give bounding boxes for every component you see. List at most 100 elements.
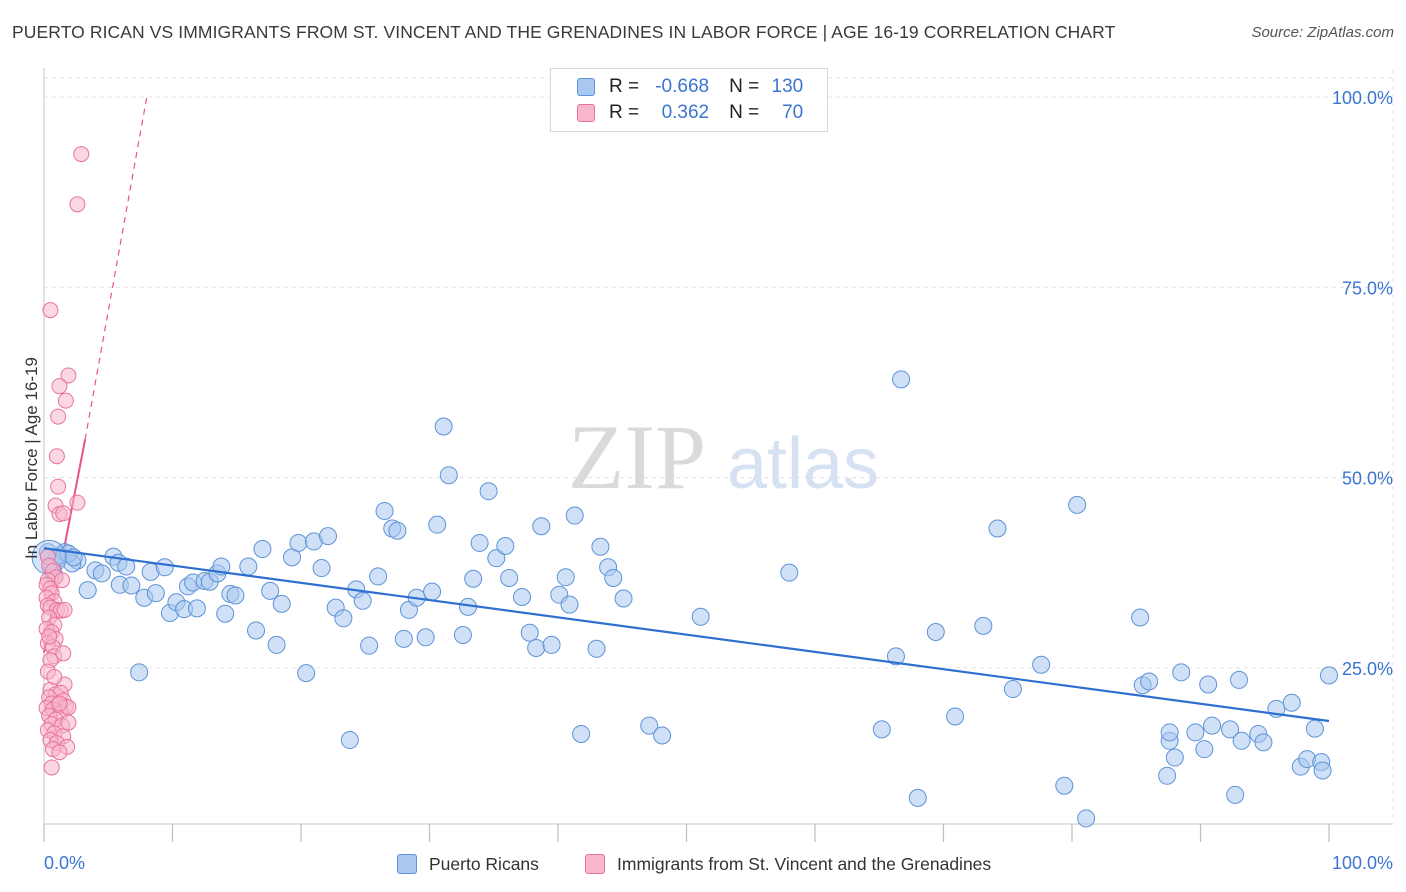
point-puerto-ricans (1140, 672, 1159, 691)
watermark-atlas: atlas (727, 424, 879, 504)
point-puerto-ricans (353, 591, 372, 610)
n-label: N = (729, 76, 760, 97)
point-puerto-ricans (340, 731, 359, 750)
point-puerto-ricans (318, 527, 337, 546)
point-puerto-ricans (479, 482, 498, 501)
point-puerto-ricans (926, 622, 945, 641)
point-puerto-ricans (653, 726, 672, 745)
point-puerto-ricans (1131, 608, 1150, 627)
point-puerto-ricans (1195, 740, 1214, 759)
point-puerto-ricans (434, 417, 453, 436)
y-tick-label: 100.0% (1332, 88, 1393, 108)
point-puerto-ricans (1165, 748, 1184, 767)
y-axis-label: In Labor Force | Age 16-19 (22, 357, 41, 559)
point-puerto-ricans (334, 609, 353, 628)
r-value: -0.668 (655, 76, 710, 97)
point-puerto-ricans (988, 519, 1007, 538)
point-puerto-ricans (78, 581, 97, 600)
point-puerto-ricans (1203, 716, 1222, 735)
point-puerto-ricans (520, 623, 539, 642)
trend-extension-immigrants (84, 96, 148, 440)
point-immigrants (56, 601, 73, 618)
point-immigrants (55, 505, 72, 522)
point-puerto-ricans (360, 636, 379, 655)
point-puerto-ricans (122, 576, 141, 595)
point-puerto-ricans (1199, 675, 1218, 694)
n-label: N = (729, 102, 760, 123)
point-puerto-ricans (1282, 693, 1301, 712)
point-immigrants (51, 695, 68, 712)
point-puerto-ricans (908, 788, 927, 807)
stats-row-pink: R = 0.362 N = 70 (577, 100, 803, 126)
point-puerto-ricans (872, 720, 891, 739)
legend-item-immigrants[interactable]: Immigrants from St. Vincent and the Gren… (585, 852, 991, 876)
point-puerto-ricans (691, 607, 710, 626)
point-puerto-ricans (527, 638, 546, 657)
point-puerto-ricans (1226, 785, 1245, 804)
watermark: ZIP atlas (568, 406, 879, 508)
point-puerto-ricans (614, 589, 633, 608)
legend-label: Immigrants from St. Vincent and the Gren… (617, 853, 992, 874)
point-puerto-ricans (1172, 663, 1191, 682)
point-puerto-ricans (470, 533, 489, 552)
point-puerto-ricans (1313, 761, 1332, 780)
r-label: R = (609, 102, 640, 123)
point-immigrants (46, 668, 63, 685)
point-immigrants (55, 645, 72, 662)
n-value: 70 (782, 102, 804, 123)
point-puerto-ricans (572, 724, 591, 743)
point-puerto-ricans (439, 466, 458, 485)
point-puerto-ricans (886, 647, 905, 666)
trend-blue-group (43, 547, 1330, 723)
point-puerto-ricans (1077, 809, 1096, 828)
point-puerto-ricans (946, 707, 965, 726)
point-puerto-ricans (1254, 733, 1273, 752)
point-puerto-ricans (117, 557, 136, 576)
point-immigrants (73, 146, 90, 163)
point-puerto-ricans (187, 599, 206, 618)
point-puerto-ricans (780, 563, 799, 582)
point-puerto-ricans (1221, 720, 1240, 739)
point-puerto-ricans (1232, 731, 1251, 750)
point-puerto-ricans (226, 586, 245, 605)
point-puerto-ricans (487, 549, 506, 568)
point-immigrants (69, 494, 86, 511)
point-puerto-ricans (604, 568, 623, 587)
point-puerto-ricans (1032, 655, 1051, 674)
point-puerto-ricans (239, 557, 258, 576)
point-puerto-ricans (375, 501, 394, 520)
pink-swatch (585, 854, 605, 874)
point-puerto-ricans (453, 626, 472, 645)
point-puerto-ricans (92, 564, 111, 583)
point-puerto-ricans (532, 517, 551, 536)
point-puerto-ricans (253, 540, 272, 559)
point-puerto-ricans (394, 629, 413, 648)
point-puerto-ricans (1230, 670, 1249, 689)
point-puerto-ricans (560, 595, 579, 614)
point-immigrants (69, 196, 86, 213)
point-puerto-ricans (130, 663, 149, 682)
point-immigrants (53, 572, 70, 589)
point-immigrants (41, 628, 58, 645)
point-puerto-ricans (216, 604, 235, 623)
point-puerto-ricans (542, 635, 561, 654)
y-tick-label: 75.0% (1342, 278, 1393, 298)
point-puerto-ricans (513, 587, 532, 606)
point-puerto-ricans (565, 506, 584, 525)
r-value: 0.362 (661, 102, 710, 123)
r-label: R = (609, 76, 640, 97)
stats-row-blue: R = -0.668 N = 130 (577, 74, 803, 100)
point-immigrants (50, 478, 67, 495)
point-puerto-ricans (640, 716, 659, 735)
point-immigrants (60, 367, 77, 384)
trend-line-puerto-ricans (43, 547, 1330, 723)
point-puerto-ricans (423, 582, 442, 601)
legend-item-puerto-ricans[interactable]: Puerto Ricans (397, 852, 539, 876)
point-puerto-ricans (591, 537, 610, 556)
point-puerto-ricans (556, 568, 575, 587)
point-puerto-ricans (1158, 766, 1177, 785)
x-tick-label: 100.0% (1332, 853, 1393, 873)
point-puerto-ricans (388, 521, 407, 540)
point-puerto-ricans (1305, 719, 1324, 738)
